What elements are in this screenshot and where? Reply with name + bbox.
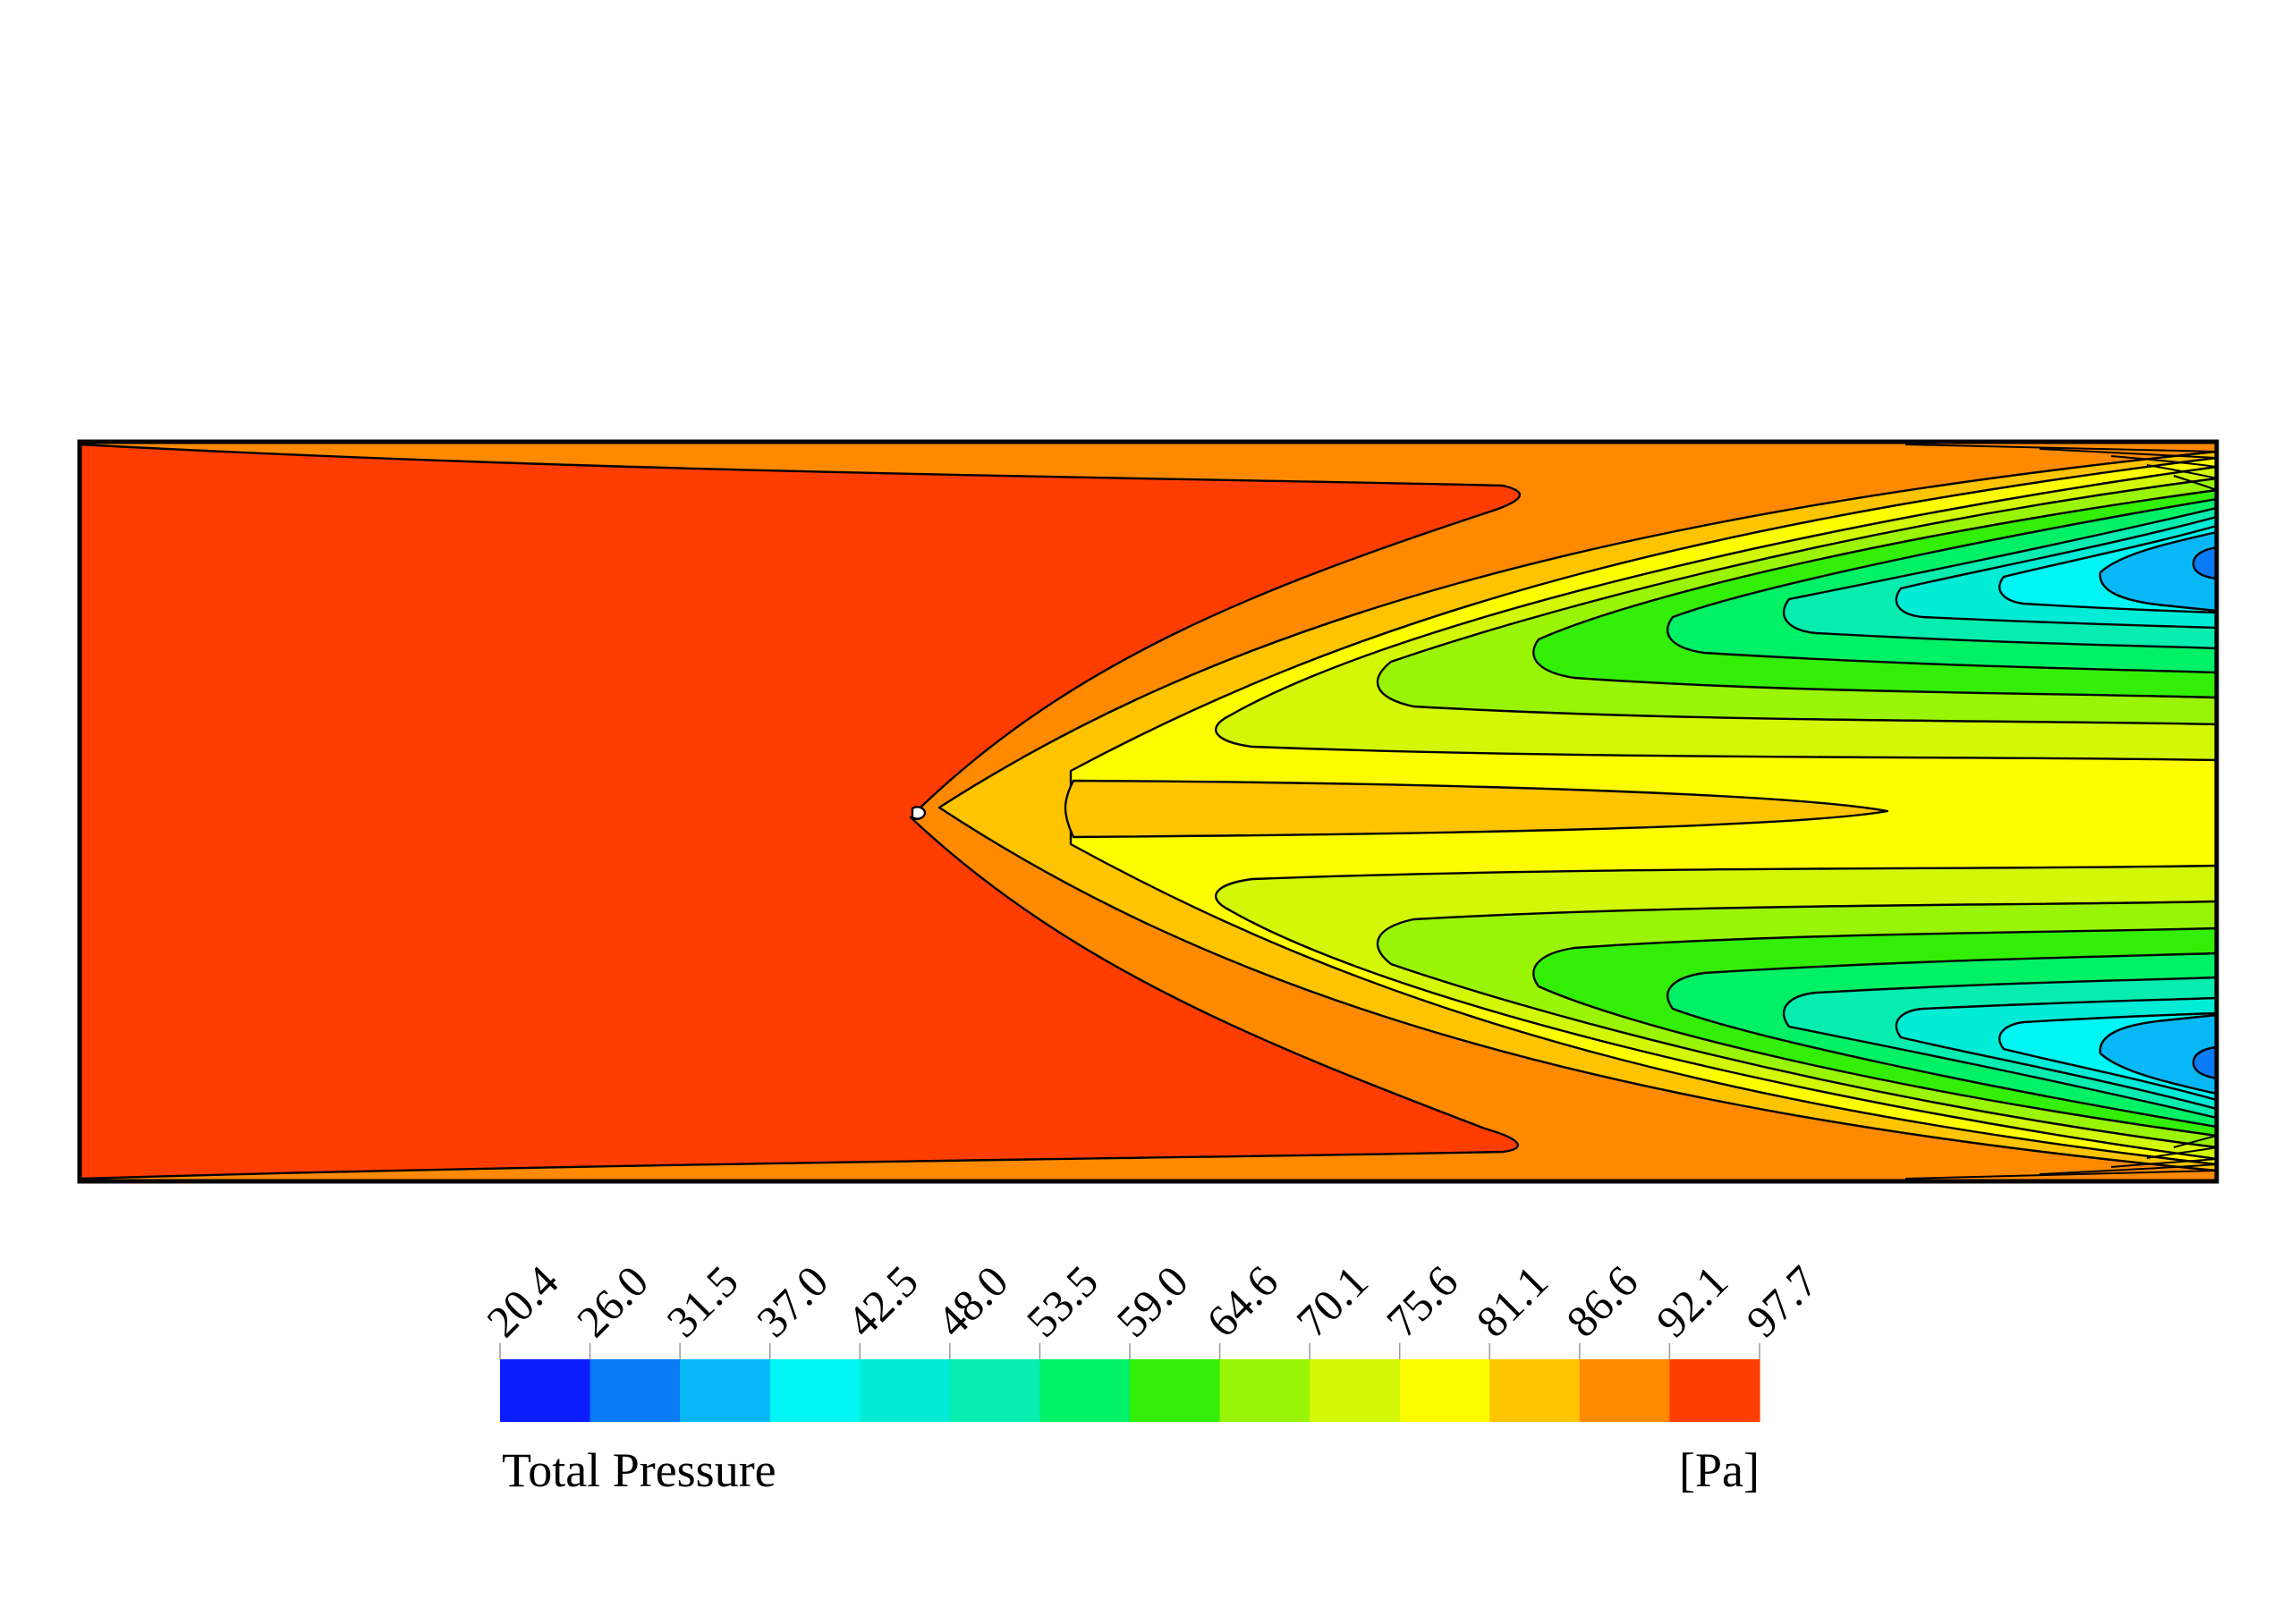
colorbar-variable-label: Total Pressure xyxy=(502,1443,776,1497)
colorbar-tick-label: 75.6 xyxy=(1377,1256,1467,1346)
colorbar-tick-label: 70.1 xyxy=(1286,1256,1377,1346)
colorbar-swatch-59.0-64.6 xyxy=(1130,1359,1221,1422)
colorbar-tick-label: 81.1 xyxy=(1466,1256,1556,1346)
colorbar-swatch-37.0-42.5 xyxy=(769,1359,861,1422)
colorbar-tick-label: 59.0 xyxy=(1107,1256,1197,1346)
colorbar-swatch-81.1-86.6 xyxy=(1489,1359,1581,1422)
colorbar-swatch-42.5-48.0 xyxy=(860,1359,951,1422)
colorbar-unit-label: [Pa] xyxy=(1679,1443,1760,1497)
colorbar-swatch-48.0-53.5 xyxy=(949,1359,1041,1422)
colorbar-swatch-31.5-37.0 xyxy=(680,1359,771,1422)
colorbar-tick-label: 26.0 xyxy=(567,1256,657,1346)
colorbar-swatch-70.1-75.6 xyxy=(1310,1359,1401,1422)
colorbar-tick-label: 92.1 xyxy=(1647,1256,1737,1346)
colorbar-swatch-92.1-97.7 xyxy=(1669,1359,1760,1422)
wake-source-point xyxy=(911,806,927,820)
gap-81-1-centre xyxy=(1064,779,1889,839)
colorbar-tick-label: 48.0 xyxy=(927,1256,1017,1346)
band-26-0-upper xyxy=(2192,546,2217,580)
colorbar-swatch-53.5-59.0 xyxy=(1039,1359,1131,1422)
colorbar-swatch-86.6-92.1 xyxy=(1579,1359,1671,1422)
colorbar-swatch-64.6-70.1 xyxy=(1219,1359,1310,1422)
colorbar-swatch-75.6-81.1 xyxy=(1399,1359,1490,1422)
band-26-0-lower xyxy=(2192,1045,2217,1080)
colorbar-tick-label: 37.0 xyxy=(747,1256,837,1346)
colorbar-tick-label: 64.6 xyxy=(1197,1256,1287,1346)
near-wall-lines xyxy=(1904,444,2217,1180)
colorbar-tick-label: 42.5 xyxy=(836,1256,927,1346)
colorbar-tick-label: 53.5 xyxy=(1017,1256,1107,1346)
colorbar-swatch-20.4-26.0 xyxy=(500,1359,591,1422)
colorbar-tick-label: 31.5 xyxy=(657,1256,747,1346)
colorbar-tick-label: 86.6 xyxy=(1556,1256,1647,1346)
band-31-5-lower xyxy=(2099,1013,2217,1095)
domain-frame xyxy=(77,439,2219,1184)
colorbar-tick-label: 97.7 xyxy=(1736,1256,1827,1346)
colorbar-swatch-26.0-31.5 xyxy=(589,1359,681,1422)
band-31-5-upper xyxy=(2099,530,2217,613)
colorbar: 20.4 26.0 31.5 37.0 42.5 48.0 53.5 59.0 64.6 70.1… xyxy=(477,1256,1828,1422)
colorbar-tick-label: 20.4 xyxy=(477,1256,567,1346)
